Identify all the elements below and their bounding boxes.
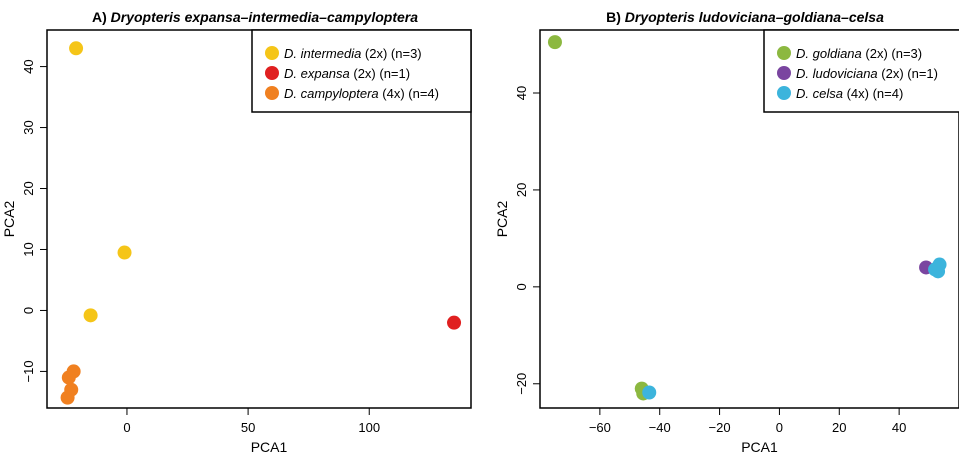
data-point — [61, 370, 76, 385]
y-tick-label: 30 — [21, 120, 36, 134]
x-axis-label: PCA1 — [251, 439, 288, 455]
data-point — [117, 245, 132, 260]
chart-title: B) Dryopteris ludoviciana–goldiana–celsa — [606, 9, 884, 25]
x-tick-label: −20 — [709, 420, 731, 435]
x-tick-label: −40 — [649, 420, 671, 435]
legend-entry: D. ludoviciana (2x) (n=1) — [796, 66, 938, 81]
x-tick-label: −60 — [589, 420, 611, 435]
legend-marker — [777, 46, 791, 60]
data-point — [447, 315, 462, 330]
legend-species: D. ludoviciana — [796, 66, 878, 81]
data-point — [547, 35, 562, 50]
x-tick-label: 100 — [358, 420, 380, 435]
legend-detail: (2x) (n=1) — [878, 66, 938, 81]
legend-entry: D. intermedia (2x) (n=3) — [284, 46, 422, 61]
legend-species: D. celsa — [796, 86, 843, 101]
chart-title-prefix: B) — [606, 9, 625, 25]
data-point — [60, 390, 75, 405]
legend-detail: (4x) (n=4) — [379, 86, 439, 101]
data-point — [642, 385, 657, 400]
data-point — [931, 264, 946, 279]
x-tick-label: 40 — [892, 420, 906, 435]
legend-marker — [265, 86, 279, 100]
chart-title-species: Dryopteris expansa–intermedia–campylopte… — [111, 9, 419, 25]
legend-marker — [777, 66, 791, 80]
legend-entry: D. expansa (2x) (n=1) — [284, 66, 410, 81]
x-tick-label: 50 — [241, 420, 255, 435]
x-axis-label: PCA1 — [741, 439, 778, 455]
y-tick-label: 40 — [514, 86, 529, 100]
y-axis-label: PCA2 — [1, 201, 17, 238]
legend-entry: D. goldiana (2x) (n=3) — [796, 46, 922, 61]
chart-title-species: Dryopteris ludoviciana–goldiana–celsa — [625, 9, 884, 25]
data-point — [83, 308, 98, 323]
y-tick-label: 20 — [514, 183, 529, 197]
y-tick-label: 20 — [21, 181, 36, 195]
x-tick-label: 0 — [123, 420, 130, 435]
legend-entry: D. celsa (4x) (n=4) — [796, 86, 903, 101]
legend-detail: (2x) (n=3) — [862, 46, 922, 61]
y-tick-label: 0 — [21, 307, 36, 314]
legend-marker — [265, 66, 279, 80]
y-tick-label: −10 — [21, 360, 36, 382]
y-tick-label: −20 — [514, 373, 529, 395]
y-tick-label: 40 — [21, 59, 36, 73]
plot-frame — [539, 29, 959, 409]
legend-box — [251, 29, 472, 113]
legend-detail: (4x) (n=4) — [843, 86, 903, 101]
chart-title: A) Dryopteris expansa–intermedia–campylo… — [92, 9, 418, 25]
y-tick-label: 0 — [514, 283, 529, 290]
chart-title-prefix: A) — [92, 9, 111, 25]
legend-marker — [777, 86, 791, 100]
legend-detail: (2x) (n=1) — [350, 66, 410, 81]
legend-detail: (2x) (n=3) — [361, 46, 421, 61]
y-tick-label: 10 — [21, 242, 36, 256]
legend-box — [763, 29, 959, 113]
data-point — [69, 41, 84, 56]
legend-species: D. expansa — [284, 66, 350, 81]
x-tick-label: 20 — [832, 420, 846, 435]
legend-species: D. campyloptera — [284, 86, 379, 101]
x-tick-label: 0 — [776, 420, 783, 435]
y-axis-label: PCA2 — [494, 201, 510, 238]
legend-species: D. intermedia — [284, 46, 361, 61]
legend-species: D. goldiana — [796, 46, 862, 61]
panel-b: B) Dryopteris ludoviciana–goldiana–celsa… — [494, 9, 959, 455]
legend-entry: D. campyloptera (4x) (n=4) — [284, 86, 439, 101]
legend-marker — [265, 46, 279, 60]
panel-a: A) Dryopteris expansa–intermedia–campylo… — [1, 9, 472, 455]
